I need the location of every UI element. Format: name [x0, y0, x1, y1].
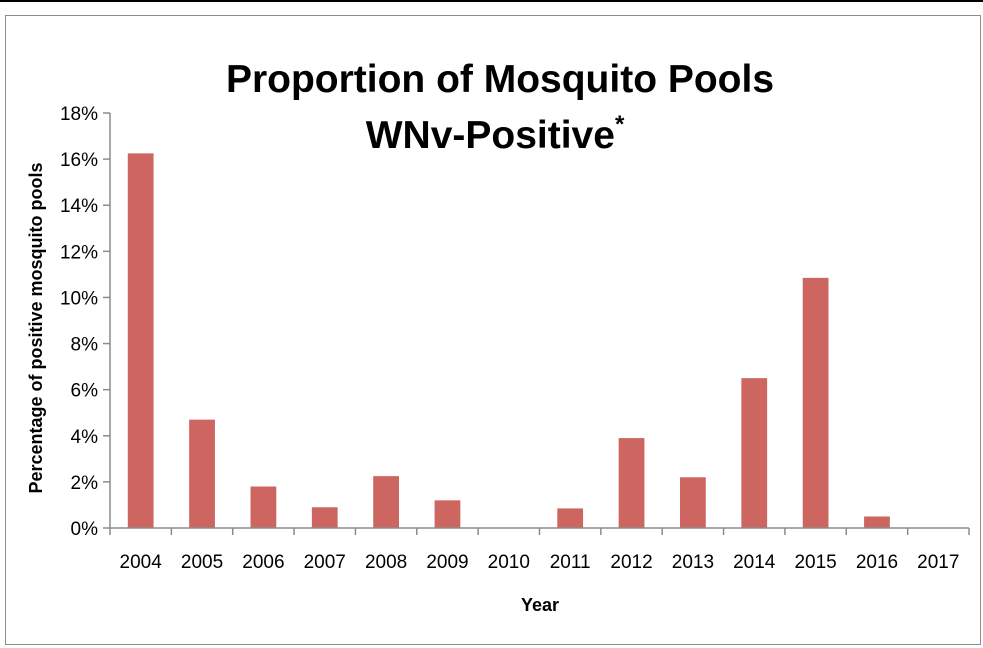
top-border-line: [0, 0, 983, 2]
bar-2007: [311, 507, 338, 528]
x-tick-label: 2010: [488, 552, 530, 573]
y-tick-label: 12%: [60, 242, 98, 263]
y-tick-label: 18%: [60, 104, 98, 125]
y-axis-title: Percentage of positive mosquito pools: [26, 162, 46, 493]
y-tick-label: 0%: [71, 519, 99, 540]
bar-2013: [680, 477, 706, 528]
x-tick-label: 2005: [181, 552, 223, 573]
x-axis-title: Year: [521, 595, 559, 615]
y-tick-label: 10%: [60, 288, 98, 309]
y-tick-label: 16%: [60, 150, 98, 171]
bar-2015: [802, 277, 829, 528]
y-tick-label: 14%: [60, 196, 98, 217]
x-tick-label: 2006: [242, 552, 284, 573]
bar-2006: [250, 486, 277, 528]
x-tick-label: 2012: [610, 552, 652, 573]
bar-2012: [618, 438, 645, 528]
x-ticks: 2004 2005 2006 2007 2008 2009 2010 2011 2012 2013…: [109, 528, 970, 573]
x-tick-label: 2004: [120, 552, 163, 573]
bar-2011: [557, 508, 584, 528]
y-ticks: 0% 2% 4% 6% 8% 10% 12% 14% 16% 18%: [60, 104, 110, 540]
y-tick-label: 4%: [71, 427, 99, 448]
x-tick-label: 2015: [794, 552, 836, 573]
y-tick-label: 8%: [71, 335, 99, 356]
bar-2008: [373, 476, 399, 528]
bar-2014: [741, 378, 768, 528]
y-tick-label: 6%: [71, 381, 99, 402]
bar-2005: [189, 419, 215, 528]
x-tick-label: 2017: [917, 552, 959, 573]
plot-area: [127, 153, 890, 528]
x-tick-label: 2007: [304, 552, 346, 573]
chart-title-line1: Proportion of Mosquito Pools: [226, 58, 774, 101]
x-tick-label: 2016: [856, 552, 898, 573]
y-tick-label: 2%: [71, 473, 99, 494]
x-tick-label: 2011: [550, 552, 591, 573]
x-tick-label: 2014: [733, 552, 776, 573]
bar-2004: [127, 153, 154, 528]
bar-2009: [434, 500, 461, 528]
x-tick-label: 2013: [672, 552, 714, 573]
chart-title-line2-text: WNv-Positive: [366, 114, 615, 157]
chart-title-line2: WNv-Positive*: [366, 111, 625, 157]
bar-2016: [864, 516, 890, 528]
x-tick-label: 2008: [365, 552, 407, 573]
chart-title-superscript: *: [615, 111, 625, 138]
x-tick-label: 2009: [426, 552, 468, 573]
